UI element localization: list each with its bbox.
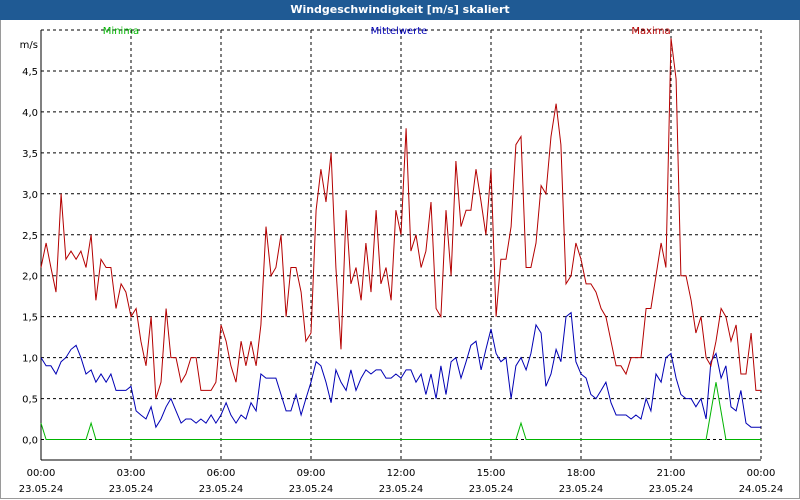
y-tick-label: 4,5: [22, 67, 38, 78]
y-tick-label: 1,0: [22, 354, 38, 365]
legend-label-minima: Minima: [103, 26, 139, 37]
x-tick-date: 23.05.24: [19, 484, 64, 495]
y-tick-label: 3,5: [22, 149, 38, 160]
x-tick-time: 12:00: [387, 468, 416, 479]
x-tick-time: 03:00: [117, 468, 146, 479]
x-tick-date: 23.05.24: [289, 484, 334, 495]
y-tick-label: 0,0: [22, 436, 38, 447]
y-tick-label: 2,5: [22, 231, 38, 242]
series-line-maxima: [40, 38, 761, 399]
legend-label-mittelwerte: Mittelwerte: [371, 26, 428, 37]
x-tick-date: 23.05.24: [199, 484, 244, 495]
y-axis-unit-label: m/s: [20, 40, 38, 51]
y-tick-label: 3,0: [22, 190, 38, 201]
legend: Minima Mittelwerte Maxima: [103, 26, 671, 37]
x-tick-date: 24.05.24: [739, 484, 784, 495]
x-tick-date: 23.05.24: [109, 484, 154, 495]
x-tick-date: 23.05.24: [469, 484, 514, 495]
legend-label-maxima: Maxima: [631, 26, 670, 37]
x-tick-time: 00:00: [27, 468, 56, 479]
x-tick-time: 21:00: [657, 468, 686, 479]
x-tick-date: 23.05.24: [379, 484, 424, 495]
window-title: Windgeschwindigkeit [m/s] skaliert: [0, 0, 800, 20]
y-tick-label: 0,5: [22, 395, 38, 406]
x-tick-date: 23.05.24: [559, 484, 604, 495]
x-tick-time: 00:00: [747, 468, 776, 479]
axes: 0,0 0,5 1,0 1,5 2,0 2,5 3,0 3,5 4,0 4,5 m/s 00:00 23…: [19, 30, 784, 495]
x-tick-time: 06:00: [207, 468, 236, 479]
y-tick-label: 2,0: [22, 272, 38, 283]
x-tick-time: 18:00: [567, 468, 596, 479]
chart-frame: 0,0 0,5 1,0 1,5 2,0 2,5 3,0 3,5 4,0 4,5 m/s 00:00 23…: [0, 20, 800, 499]
wind-speed-chart: 0,0 0,5 1,0 1,5 2,0 2,5 3,0 3,5 4,0 4,5 m/s 00:00 23…: [19, 26, 784, 495]
series-line-mittelwerte: [40, 311, 761, 429]
series-lines: [40, 38, 761, 440]
y-tick-label: 4,0: [22, 108, 38, 119]
series-line-minima: [40, 382, 761, 440]
y-tick-label: 1,5: [22, 313, 38, 324]
x-tick-time: 15:00: [477, 468, 506, 479]
x-tick-time: 09:00: [297, 468, 326, 479]
x-tick-date: 23.05.24: [649, 484, 694, 495]
